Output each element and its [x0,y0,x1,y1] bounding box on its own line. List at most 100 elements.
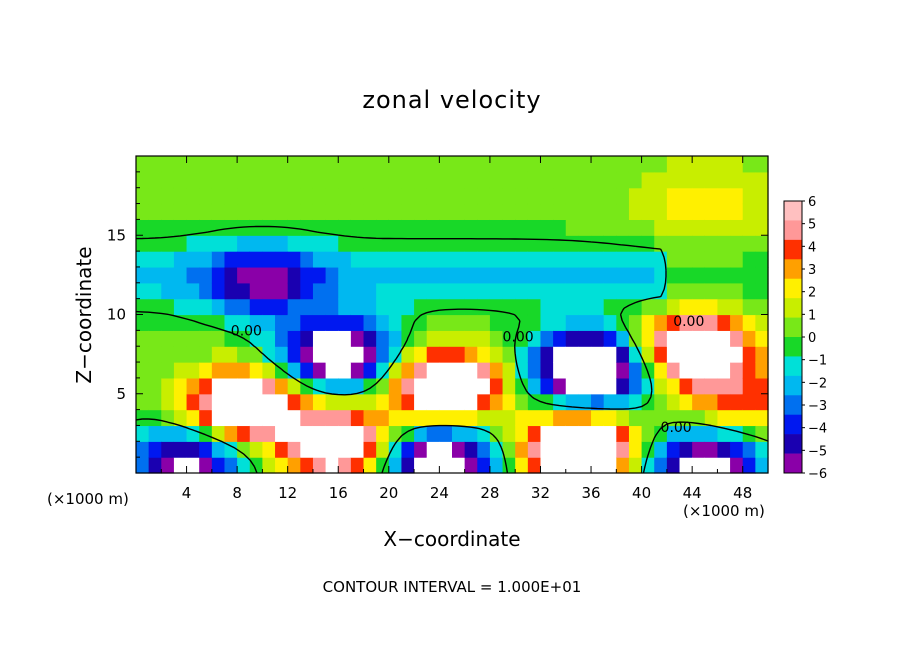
heat-cell [363,393,377,411]
heat-cell [553,282,567,300]
heat-cell [148,156,162,173]
heat-cell [338,203,352,220]
heat-cell [515,362,529,379]
heat-cell [666,171,681,189]
heat-cell [452,266,466,284]
heat-cell [654,377,668,395]
heat-cell [489,298,504,316]
heat-cell [300,362,314,379]
heat-cell [148,203,162,220]
heat-cell [249,203,263,220]
heat-cell [502,187,516,205]
heat-cell [325,346,339,363]
heat-cell [350,235,365,252]
heat-cell [452,156,466,173]
heat-cell [704,362,719,379]
heat-cell [388,441,403,458]
heat-cell [338,346,352,363]
heat-cell [199,156,213,173]
heat-cell [515,171,529,189]
heat-cell [161,235,175,252]
heat-cell [641,346,655,363]
heat-cell [628,187,643,205]
heat-cell [262,425,276,442]
heat-cell [237,266,251,284]
contour-interval-note: CONTOUR INTERVAL = 1.000E+01 [322,578,582,596]
heat-cell [275,362,289,379]
colorbar-label: 4 [808,240,816,255]
heat-cell [224,282,238,300]
heat-cell [755,156,769,173]
heat-cell [401,457,415,474]
heat-cell [755,282,769,300]
heat-cell [338,156,352,173]
heat-cell [578,314,592,331]
heat-cell [300,425,314,442]
heat-cell [426,171,440,189]
heat-cell [717,377,731,395]
heat-cell [452,314,466,331]
heat-cell [464,409,478,427]
colorbar-swatch [784,317,802,338]
heat-cell [426,251,440,268]
heat-cell [591,377,605,395]
heat-cell [186,235,200,252]
heat-cell [666,330,681,347]
heat-cell [527,330,542,347]
heat-cell [325,330,339,347]
heat-cell [414,266,428,284]
heat-cell [275,251,289,268]
heat-cell [136,298,150,316]
heat-cell [515,219,529,236]
heat-cell [186,362,200,379]
heat-cell [148,235,162,252]
colorbar-label: −6 [808,467,827,482]
heat-cell [350,425,365,442]
heat-cell [262,314,276,331]
heat-cell [173,457,188,474]
heat-cell [628,171,643,189]
x-tick-label: 48 [733,484,752,502]
heat-cell [704,203,719,220]
heat-cell [730,441,744,458]
heat-cell [136,314,150,331]
heat-cell [186,219,200,236]
heat-cell [717,266,731,284]
heat-cell [401,298,415,316]
colorbar-swatch [784,239,802,260]
heat-cell [300,282,314,300]
heat-cell [376,156,390,173]
heat-cell [199,330,213,347]
heat-cell [186,156,200,173]
heat-cell [591,235,605,252]
heat-cell [199,346,213,363]
heat-cell [173,203,188,220]
heat-cell [540,219,554,236]
heat-cell [692,346,706,363]
heat-cell [262,409,276,427]
heat-cell [489,425,504,442]
heat-cell [325,235,339,252]
heat-cell [692,171,706,189]
heat-cell [591,251,605,268]
heat-cell [730,171,744,189]
heat-cell [388,457,403,474]
heat-cell [540,425,554,442]
heat-cell [565,235,579,252]
heat-cell [755,219,769,236]
x-tick-label: 36 [581,484,600,502]
colorbar-swatch [784,201,802,221]
heat-cell [464,457,478,474]
heat-cell [452,251,466,268]
heat-cell [704,187,719,205]
heat-cell [199,298,213,316]
heat-cell [742,219,756,236]
heat-cell [730,219,744,236]
heat-cell [515,156,529,173]
heat-cell [591,425,605,442]
heat-cell [338,377,352,395]
heat-cell [161,425,175,442]
heat-cell [527,282,542,300]
heat-cell [704,251,719,268]
heat-cell [173,219,188,236]
